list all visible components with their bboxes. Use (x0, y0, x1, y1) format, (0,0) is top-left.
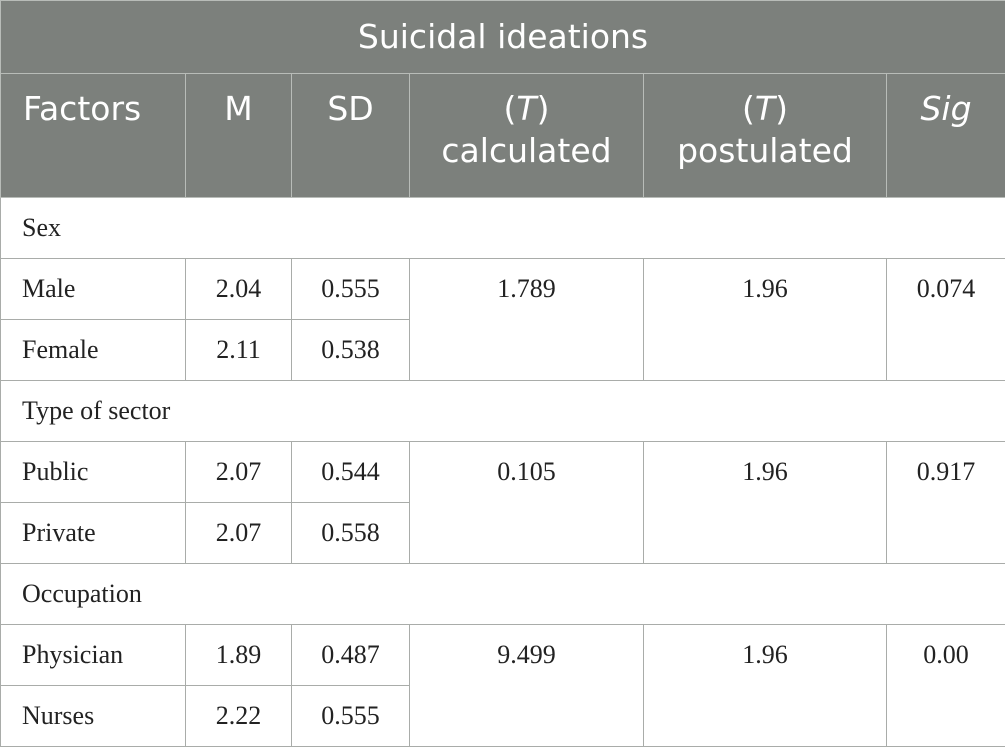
row-label: Private (0, 502, 186, 564)
cell-sig: 0.917 (885, 441, 1005, 564)
table-row: Public 2.07 0.544 0.105 1.96 0.917 (0, 441, 1005, 564)
cell-m: 2.07 (185, 441, 292, 503)
cell-m: 2.07 (185, 502, 292, 564)
table-row: Physician 1.89 0.487 9.499 1.96 0.00 (0, 624, 1005, 747)
cell-sd: 0.558 (291, 502, 410, 564)
cell-m: 2.22 (185, 685, 292, 747)
group-row: Sex (0, 197, 1005, 259)
header-sd: SD (291, 73, 410, 198)
cell-t-calculated: 0.105 (409, 441, 644, 564)
header-sig: Sig (885, 73, 1005, 198)
cell-sig: 0.00 (885, 624, 1005, 747)
group-label: Occupation (0, 563, 1005, 625)
cell-t-postulated: 1.96 (643, 624, 887, 747)
group-row: Occupation (0, 563, 1005, 625)
group-row: Type of sector (0, 380, 1005, 442)
header-m: M (185, 73, 292, 198)
table-row: Nurses 2.22 0.555 (0, 685, 1005, 747)
row-label: Female (0, 319, 186, 381)
cell-t-calculated: 9.499 (409, 624, 644, 747)
cell-m: 2.11 (185, 319, 292, 381)
cell-sd: 0.487 (291, 624, 410, 686)
cell-sd: 0.555 (291, 685, 410, 747)
cell-sd: 0.555 (291, 258, 410, 320)
row-label: Physician (0, 624, 186, 686)
header-row: Factors M SD (T) calculated (T) postulat… (0, 73, 1005, 198)
cell-sd: 0.538 (291, 319, 410, 381)
row-label: Public (0, 441, 186, 503)
header-t-postulated: (T) postulated (643, 73, 887, 198)
row-label: Male (0, 258, 186, 320)
cell-m: 1.89 (185, 624, 292, 686)
cell-sig: 0.074 (885, 258, 1005, 381)
title-row: Suicidal ideations (0, 0, 1005, 74)
header-t-calculated: (T) calculated (409, 73, 644, 198)
cell-t-calculated: 1.789 (409, 258, 644, 381)
table-row: Male 2.04 0.555 1.789 1.96 0.074 (0, 258, 1005, 381)
header-t-postulated-word: postulated (677, 131, 853, 170)
table-title: Suicidal ideations (0, 0, 1005, 74)
group-label: Type of sector (0, 380, 1005, 442)
header-factors: Factors (0, 73, 186, 198)
header-t-calculated-prefix: (T) (503, 89, 550, 128)
row-label: Nurses (0, 685, 186, 747)
header-t-calculated-word: calculated (441, 131, 612, 170)
cell-t-postulated: 1.96 (643, 441, 887, 564)
cell-sd: 0.544 (291, 441, 410, 503)
group-label: Sex (0, 197, 1005, 259)
header-t-postulated-prefix: (T) (742, 89, 788, 128)
cell-m: 2.04 (185, 258, 292, 320)
table-row: Female 2.11 0.538 (0, 319, 1005, 381)
cell-t-postulated: 1.96 (643, 258, 887, 381)
